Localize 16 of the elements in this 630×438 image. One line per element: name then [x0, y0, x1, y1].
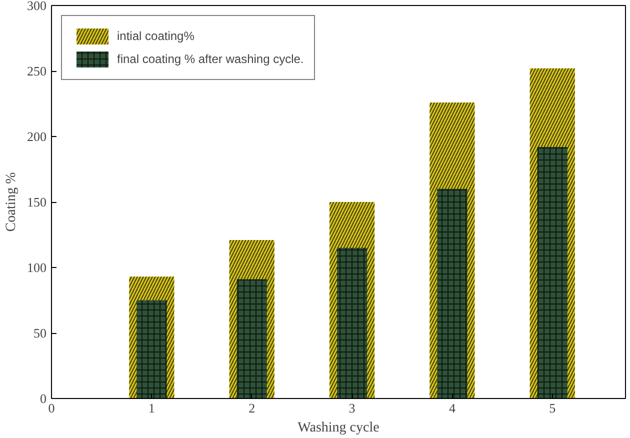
y-tick-label: 250 — [27, 64, 46, 78]
y-tick-label: 300 — [27, 0, 46, 13]
x-tick-label: 1 — [148, 400, 155, 416]
x-tick-label: 4 — [448, 400, 456, 416]
y-tick-label: 0 — [40, 391, 46, 406]
y-tick-label: 200 — [27, 129, 46, 144]
y-tick-label: 100 — [27, 260, 46, 275]
x-tick-label: 5 — [549, 400, 556, 416]
y-axis-title: Coating % — [4, 172, 19, 232]
legend-label: final coating % after washing cycle. — [117, 52, 304, 66]
legend-label: intial coating% — [117, 29, 194, 43]
y-tick-label: 50 — [34, 326, 46, 340]
x-tick-label: 2 — [248, 400, 256, 416]
x-axis-title: Washing cycle — [298, 420, 380, 436]
x-tick-label: 3 — [348, 400, 356, 416]
y-tick-label: 150 — [27, 194, 46, 210]
